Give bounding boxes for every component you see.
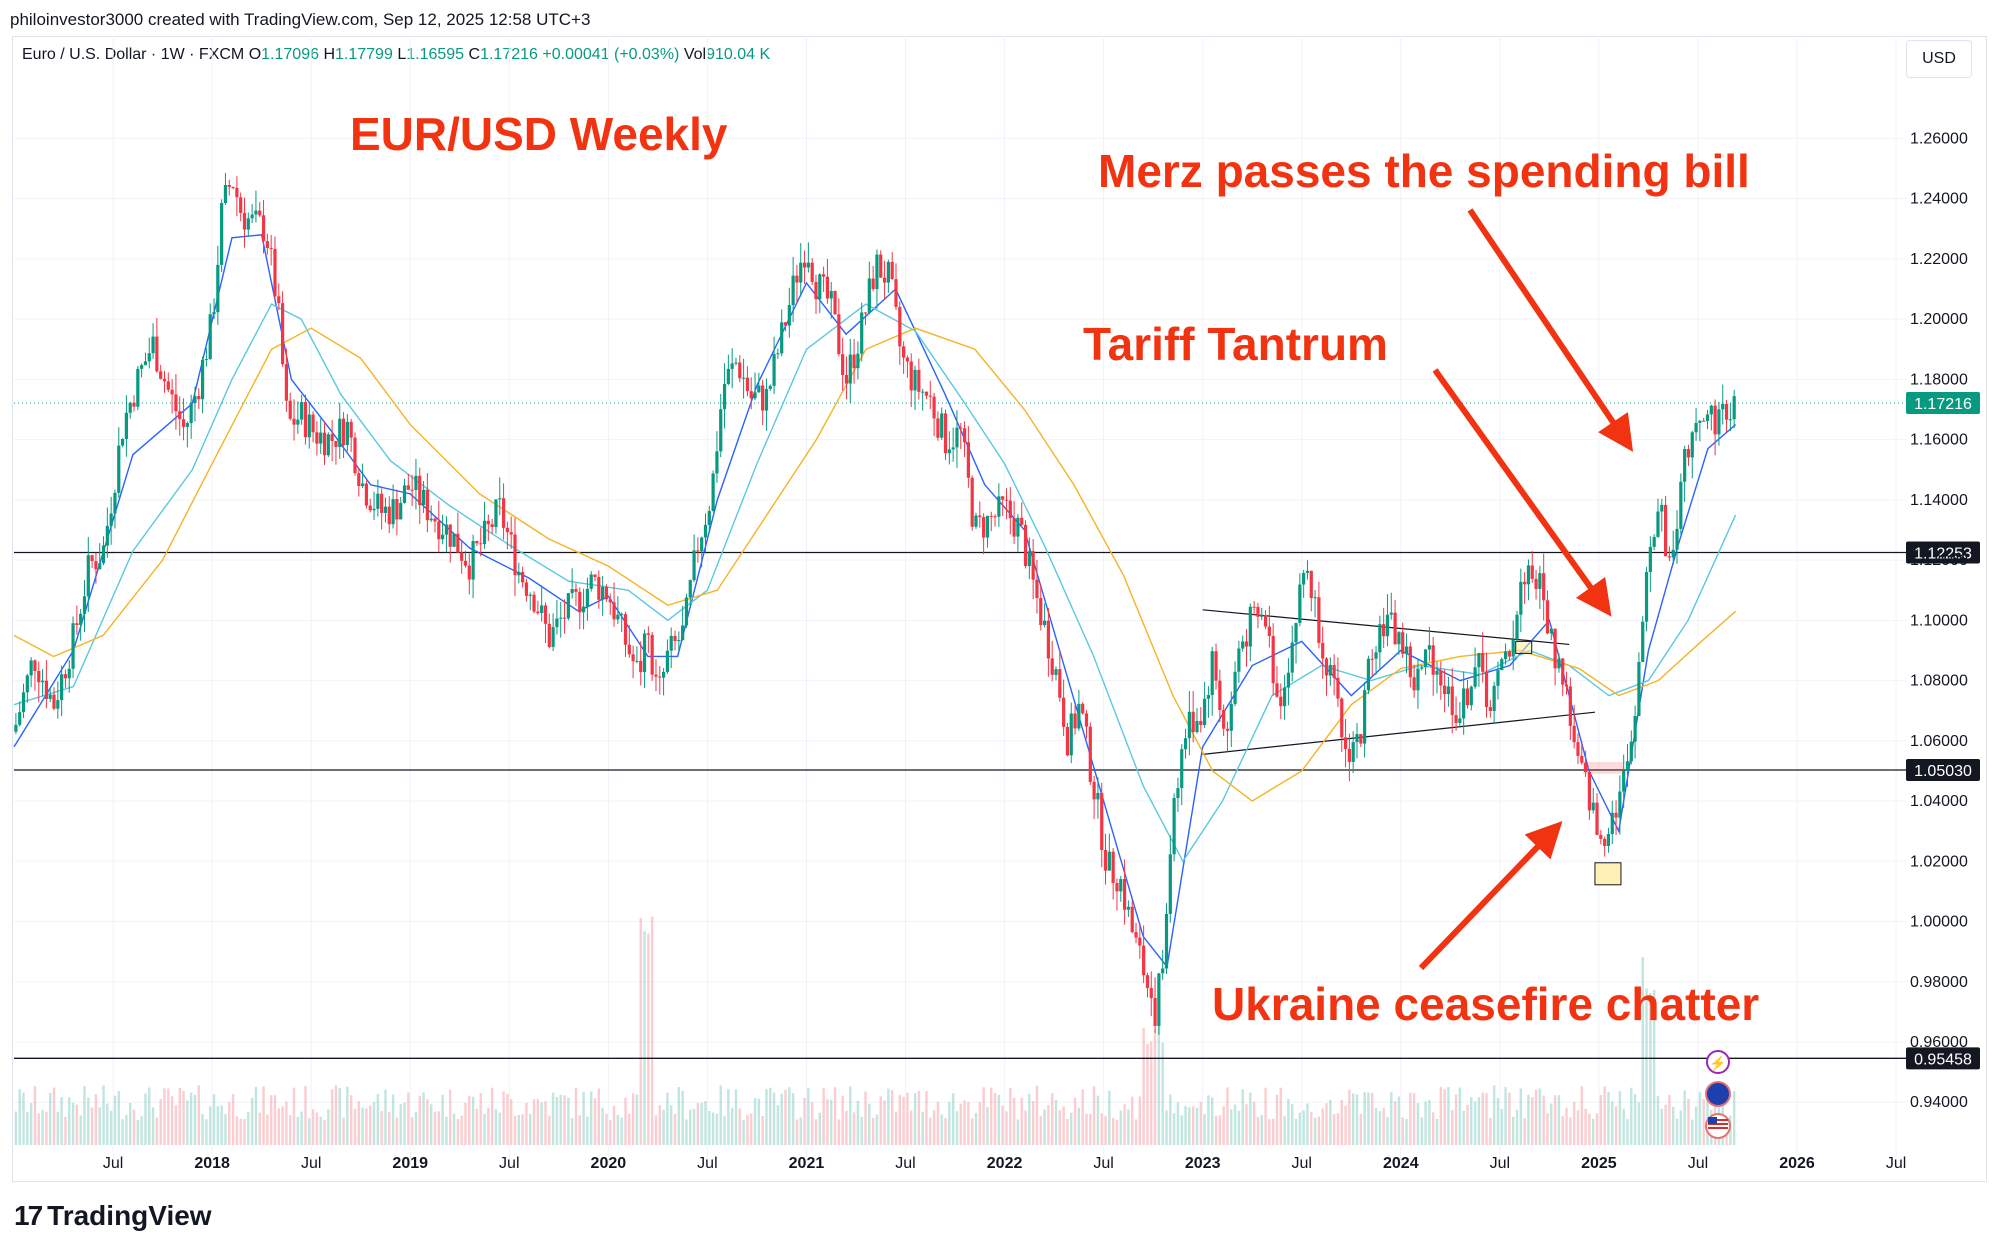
- close-value: 1.17216: [480, 46, 538, 63]
- tradingview-logo[interactable]: 17 TradingView: [14, 1200, 212, 1232]
- volume-value: 910.04 K: [706, 46, 771, 63]
- high-label: H: [323, 46, 336, 63]
- volume-label: Vol: [683, 46, 707, 63]
- high-value: 1.17799: [335, 46, 393, 63]
- tradingview-logo-icon: 17: [14, 1200, 43, 1231]
- chart-attribution: philoinvestor3000 created with TradingVi…: [10, 10, 591, 29]
- currency-button[interactable]: USD: [1906, 40, 1972, 78]
- open-value: 1.17096: [261, 46, 319, 63]
- chart-frame: [12, 36, 1987, 1182]
- open-label: O: [248, 46, 262, 63]
- tradingview-brand: TradingView: [47, 1200, 212, 1231]
- low-label: L: [397, 46, 407, 63]
- symbol-legend: Euro / U.S. Dollar · 1W · FXCM O1.17096 …: [22, 46, 770, 64]
- low-value: 1.16595: [406, 46, 465, 63]
- close-label: C: [468, 46, 481, 63]
- symbol-name[interactable]: Euro / U.S. Dollar · 1W · FXCM: [22, 46, 245, 63]
- change-value: +0.00041 (+0.03%): [542, 46, 680, 63]
